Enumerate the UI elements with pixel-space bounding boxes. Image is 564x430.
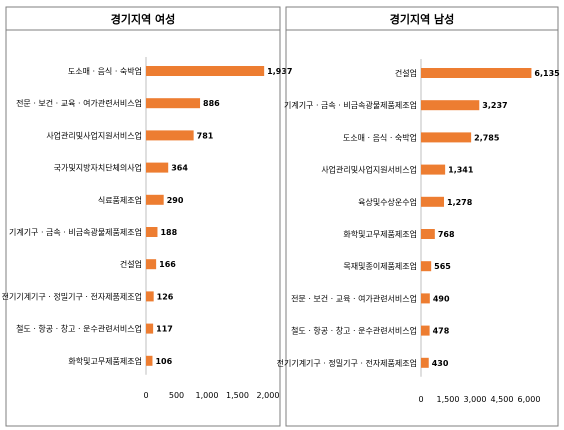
tick-label: 3,000 <box>464 395 487 404</box>
chart-title: 경기지역 여성 <box>111 12 176 26</box>
bar <box>421 100 480 111</box>
tick-label: 500 <box>169 391 184 400</box>
tick-label: 1,500 <box>226 391 249 400</box>
bar <box>421 229 435 239</box>
bar <box>146 194 164 205</box>
panel-female: 경기지역 여성 도소매 · 음식 · 숙박업 1,937 전문 · 보건 · 교육 … <box>2 6 292 427</box>
data-label: 768 <box>438 230 455 239</box>
bar <box>421 132 472 143</box>
data-label: 188 <box>160 228 177 237</box>
data-label: 1,341 <box>448 166 474 175</box>
plot-area: 건설업 6,135 기계기구 · 금속 · 비금속광물제품제조업 3,237 도소매 ·… <box>277 59 560 404</box>
category-label: 도소매 · 음식 · 숙박업 <box>343 132 417 142</box>
bar <box>421 196 445 207</box>
category-label: 건설업 <box>120 259 142 269</box>
category-label: 전기기계기구 · 정밀기구 · 전자제품제조업 <box>2 291 142 301</box>
category-label: 철도 · 항공 · 창고 · 운수관련서비스업 <box>291 326 417 336</box>
tick-label: 1,000 <box>196 391 219 400</box>
category-label: 육상및수상운수업 <box>358 197 417 207</box>
data-label: 490 <box>433 294 450 303</box>
data-label: 3,237 <box>482 101 507 110</box>
bar <box>146 355 153 366</box>
bar <box>146 66 265 76</box>
data-label: 886 <box>203 99 220 108</box>
bar <box>146 130 194 141</box>
tick-label: 4,500 <box>491 395 514 404</box>
bar <box>146 227 158 237</box>
category-label: 전문 · 보건 · 교육 · 여가관련서비스업 <box>16 98 142 108</box>
data-label: 117 <box>156 325 173 334</box>
category-label: 사업관리및사업지원서비스업 <box>321 165 417 175</box>
bar <box>146 98 201 109</box>
data-label: 1,278 <box>447 198 473 207</box>
tick-label: 1,500 <box>437 395 460 404</box>
category-label: 기계기구 · 금속 · 비금속광물제품제조업 <box>284 100 417 110</box>
category-label: 전문 · 보건 · 교육 · 여가관련서비스업 <box>291 293 417 303</box>
data-label: 106 <box>155 357 172 366</box>
panel-male: 경기지역 남성 건설업 6,135 기계기구 · 금속 · 비금속광물제품제조업 3,… <box>277 6 560 427</box>
data-label: 126 <box>157 292 174 301</box>
bar <box>421 325 430 336</box>
bar <box>421 164 446 175</box>
bar <box>421 261 432 272</box>
data-label: 478 <box>433 327 450 336</box>
category-label: 화학및고무제품제조업 <box>343 229 417 239</box>
tick-label: 0 <box>418 395 423 404</box>
bar <box>421 293 430 304</box>
bar <box>146 291 154 302</box>
data-label: 1,937 <box>267 67 292 76</box>
category-label: 국가및지방자치단체의사업 <box>54 163 142 173</box>
bar <box>421 68 532 78</box>
data-label: 565 <box>434 262 451 271</box>
data-label: 166 <box>159 260 176 269</box>
panel-border <box>285 6 559 427</box>
category-label: 식료품제조업 <box>98 196 142 205</box>
bar <box>146 259 157 270</box>
tick-label: 0 <box>143 391 148 400</box>
data-label: 290 <box>167 196 184 205</box>
category-label: 도소매 · 음식 · 숙박업 <box>68 66 142 76</box>
tick-label: 6,000 <box>518 395 541 404</box>
category-label: 기계기구 · 금속 · 비금속광물제품제조업 <box>9 227 142 237</box>
data-label: 430 <box>432 359 449 368</box>
data-label: 781 <box>197 131 214 140</box>
category-label: 철도 · 항공 · 창고 · 운수관련서비스업 <box>16 324 142 334</box>
category-label: 목재및종이제품제조업 <box>343 261 417 271</box>
category-label: 전기기계기구 · 정밀기구 · 전자제품제조업 <box>277 358 417 368</box>
plot-area: 도소매 · 음식 · 숙박업 1,937 전문 · 보건 · 교육 · 여가관련서비… <box>2 57 292 400</box>
data-label: 364 <box>171 164 188 173</box>
data-label: 6,135 <box>534 69 560 78</box>
tick-label: 2,000 <box>257 391 280 400</box>
category-label: 건설업 <box>395 68 417 78</box>
category-label: 사업관리및사업지원서비스업 <box>46 130 142 140</box>
bar <box>421 357 429 368</box>
chart-title: 경기지역 남성 <box>390 12 455 26</box>
category-label: 화학및고무제품제조업 <box>68 356 142 366</box>
data-label: 2,785 <box>474 133 500 142</box>
panel-border <box>5 6 281 427</box>
bar <box>146 162 169 173</box>
bar <box>146 323 154 334</box>
